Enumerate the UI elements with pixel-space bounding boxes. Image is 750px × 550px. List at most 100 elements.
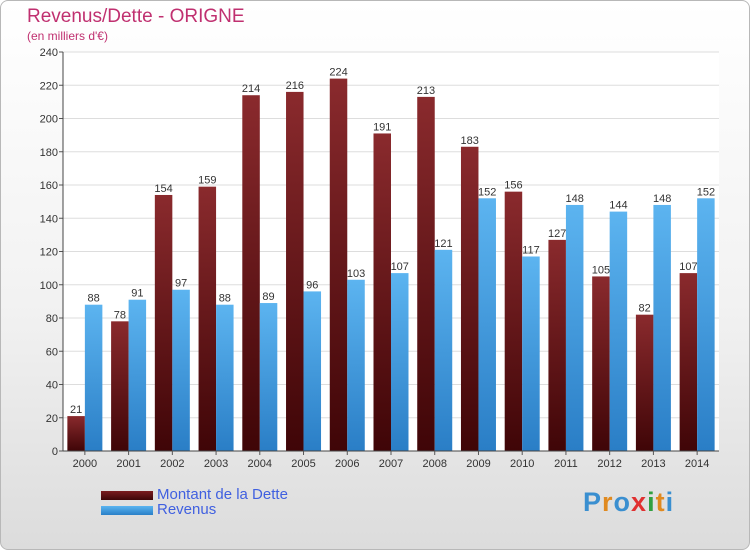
- bar-revenus: [347, 279, 365, 451]
- bar-dette: [286, 91, 304, 452]
- x-tick-label: 2003: [204, 458, 228, 470]
- data-label-revenus: 152: [697, 186, 715, 198]
- bar-dette: [592, 276, 610, 451]
- chart-title: Revenus/Dette - ORIGNE: [27, 6, 245, 27]
- data-label-dette: 21: [70, 404, 82, 416]
- logo-letter: r: [602, 487, 614, 517]
- bar-dette: [329, 78, 348, 451]
- logo-letter: x: [631, 487, 648, 517]
- y-tick-label: 160: [40, 180, 58, 192]
- bar-revenus: [172, 289, 190, 451]
- x-tick-label: 2004: [248, 458, 272, 470]
- data-label-dette: 105: [592, 264, 610, 276]
- data-label-revenus: 88: [219, 293, 231, 305]
- x-tick-label: 2013: [641, 458, 665, 470]
- bar-revenus: [653, 204, 671, 451]
- data-label-revenus: 152: [478, 186, 496, 198]
- data-label-dette: 107: [679, 261, 697, 273]
- y-tick-label: 140: [40, 213, 58, 225]
- bar-revenus: [391, 273, 409, 451]
- bar-dette: [242, 95, 260, 451]
- data-label-dette: 191: [373, 121, 391, 133]
- data-label-dette: 82: [639, 303, 651, 315]
- x-tick-label: 2010: [510, 458, 534, 470]
- bar-dette: [548, 239, 566, 451]
- data-label-revenus: 117: [522, 244, 540, 256]
- y-tick-label: 100: [40, 280, 58, 292]
- y-tick-label: 180: [40, 147, 58, 159]
- bar-dette: [417, 96, 435, 451]
- data-label-revenus: 96: [306, 279, 318, 291]
- logo-letter: P: [583, 487, 603, 517]
- legend-swatch-dette: [101, 491, 153, 500]
- bar-revenus: [478, 198, 496, 451]
- x-tick-label: 2002: [160, 458, 184, 470]
- x-tick-label: 2005: [291, 458, 315, 470]
- x-tick-label: 2007: [379, 458, 403, 470]
- proxiti-logo: Proxiti: [583, 487, 674, 518]
- data-label-revenus: 89: [262, 291, 274, 303]
- bar-revenus: [434, 249, 453, 451]
- data-label-dette: 183: [461, 135, 479, 147]
- y-tick-label: 240: [40, 47, 58, 59]
- bar-revenus: [565, 204, 584, 451]
- data-label-dette: 224: [329, 67, 347, 79]
- x-tick-label: 2012: [597, 458, 621, 470]
- y-tick-label: 60: [46, 346, 58, 358]
- bar-revenus: [609, 211, 628, 451]
- y-tick-label: 40: [46, 380, 58, 392]
- data-label-revenus: 103: [347, 268, 365, 280]
- data-label-revenus: 144: [609, 200, 627, 212]
- bar-dette: [154, 194, 173, 451]
- y-tick-label: 200: [40, 114, 58, 126]
- bar-dette: [67, 416, 85, 451]
- legend-label-revenus: Revenus: [157, 501, 217, 518]
- y-tick-label: 20: [46, 413, 58, 425]
- x-tick-label: 2014: [685, 458, 709, 470]
- x-tick-label: 2000: [73, 458, 97, 470]
- y-tick-label: 120: [40, 247, 58, 259]
- bar-revenus: [522, 256, 540, 451]
- data-label-revenus: 107: [391, 261, 409, 273]
- bar-dette: [679, 273, 698, 451]
- bar-revenus: [697, 198, 715, 451]
- bar-dette: [373, 133, 391, 451]
- data-label-dette: 214: [242, 83, 260, 95]
- data-label-dette: 159: [198, 175, 216, 187]
- logo-letter: o: [613, 487, 632, 517]
- logo-letter: i: [665, 487, 675, 517]
- bar-dette: [635, 314, 654, 451]
- legend-label-dette: Montant de la Dette: [157, 486, 288, 503]
- chart-subtitle: (en milliers d'€): [27, 29, 108, 43]
- bar-dette: [504, 191, 523, 451]
- data-label-revenus: 121: [434, 238, 452, 250]
- data-label-revenus: 148: [566, 193, 584, 205]
- data-label-dette: 216: [286, 80, 304, 92]
- y-tick-label: 80: [46, 313, 58, 325]
- x-tick-label: 2006: [335, 458, 359, 470]
- data-label-dette: 127: [548, 228, 566, 240]
- data-label-dette: 78: [114, 309, 126, 321]
- data-label-revenus: 148: [653, 193, 671, 205]
- data-label-revenus: 88: [87, 293, 99, 305]
- data-label-revenus: 97: [175, 278, 187, 290]
- bar-dette: [111, 321, 129, 451]
- x-tick-label: 2009: [466, 458, 490, 470]
- x-tick-label: 2001: [116, 458, 140, 470]
- data-label-revenus: 91: [131, 288, 143, 300]
- logo-letter: i: [647, 487, 656, 517]
- bar-revenus: [303, 291, 322, 451]
- bar-revenus: [259, 303, 278, 451]
- data-label-dette: 213: [417, 85, 435, 97]
- x-tick-label: 2011: [554, 458, 578, 470]
- bar-dette: [460, 146, 479, 451]
- bar-dette: [198, 186, 217, 451]
- bar-revenus: [84, 304, 103, 451]
- y-tick-label: 220: [40, 80, 58, 92]
- x-tick-label: 2008: [422, 458, 446, 470]
- y-tick-label: 0: [52, 446, 58, 458]
- data-label-dette: 156: [504, 180, 522, 192]
- data-label-dette: 154: [154, 183, 172, 195]
